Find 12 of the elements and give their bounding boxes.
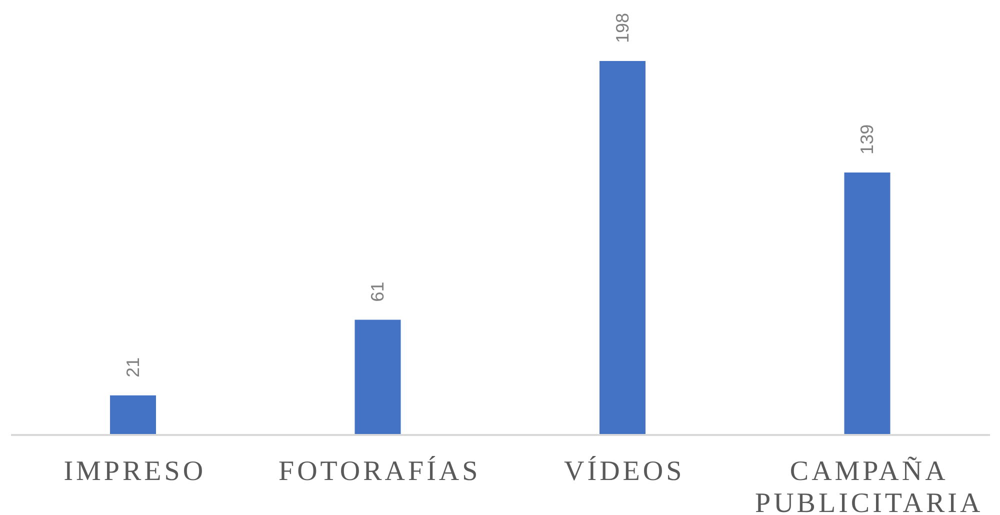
- x-tick-label: VÍDEOS: [564, 455, 685, 487]
- x-tick-label: CAMPAÑA PUBLICITARIA: [755, 456, 984, 515]
- x-tick-label: IMPRESO: [64, 456, 206, 487]
- bar: [600, 61, 646, 435]
- x-tick-label: FOTORAFÍAS: [278, 455, 481, 487]
- data-label: 139: [857, 124, 878, 154]
- bar: [844, 172, 890, 435]
- bar: [110, 395, 156, 435]
- bar: [354, 320, 401, 435]
- data-label: 198: [612, 12, 632, 43]
- data-label: 61: [368, 282, 388, 302]
- data-label: 21: [123, 357, 143, 378]
